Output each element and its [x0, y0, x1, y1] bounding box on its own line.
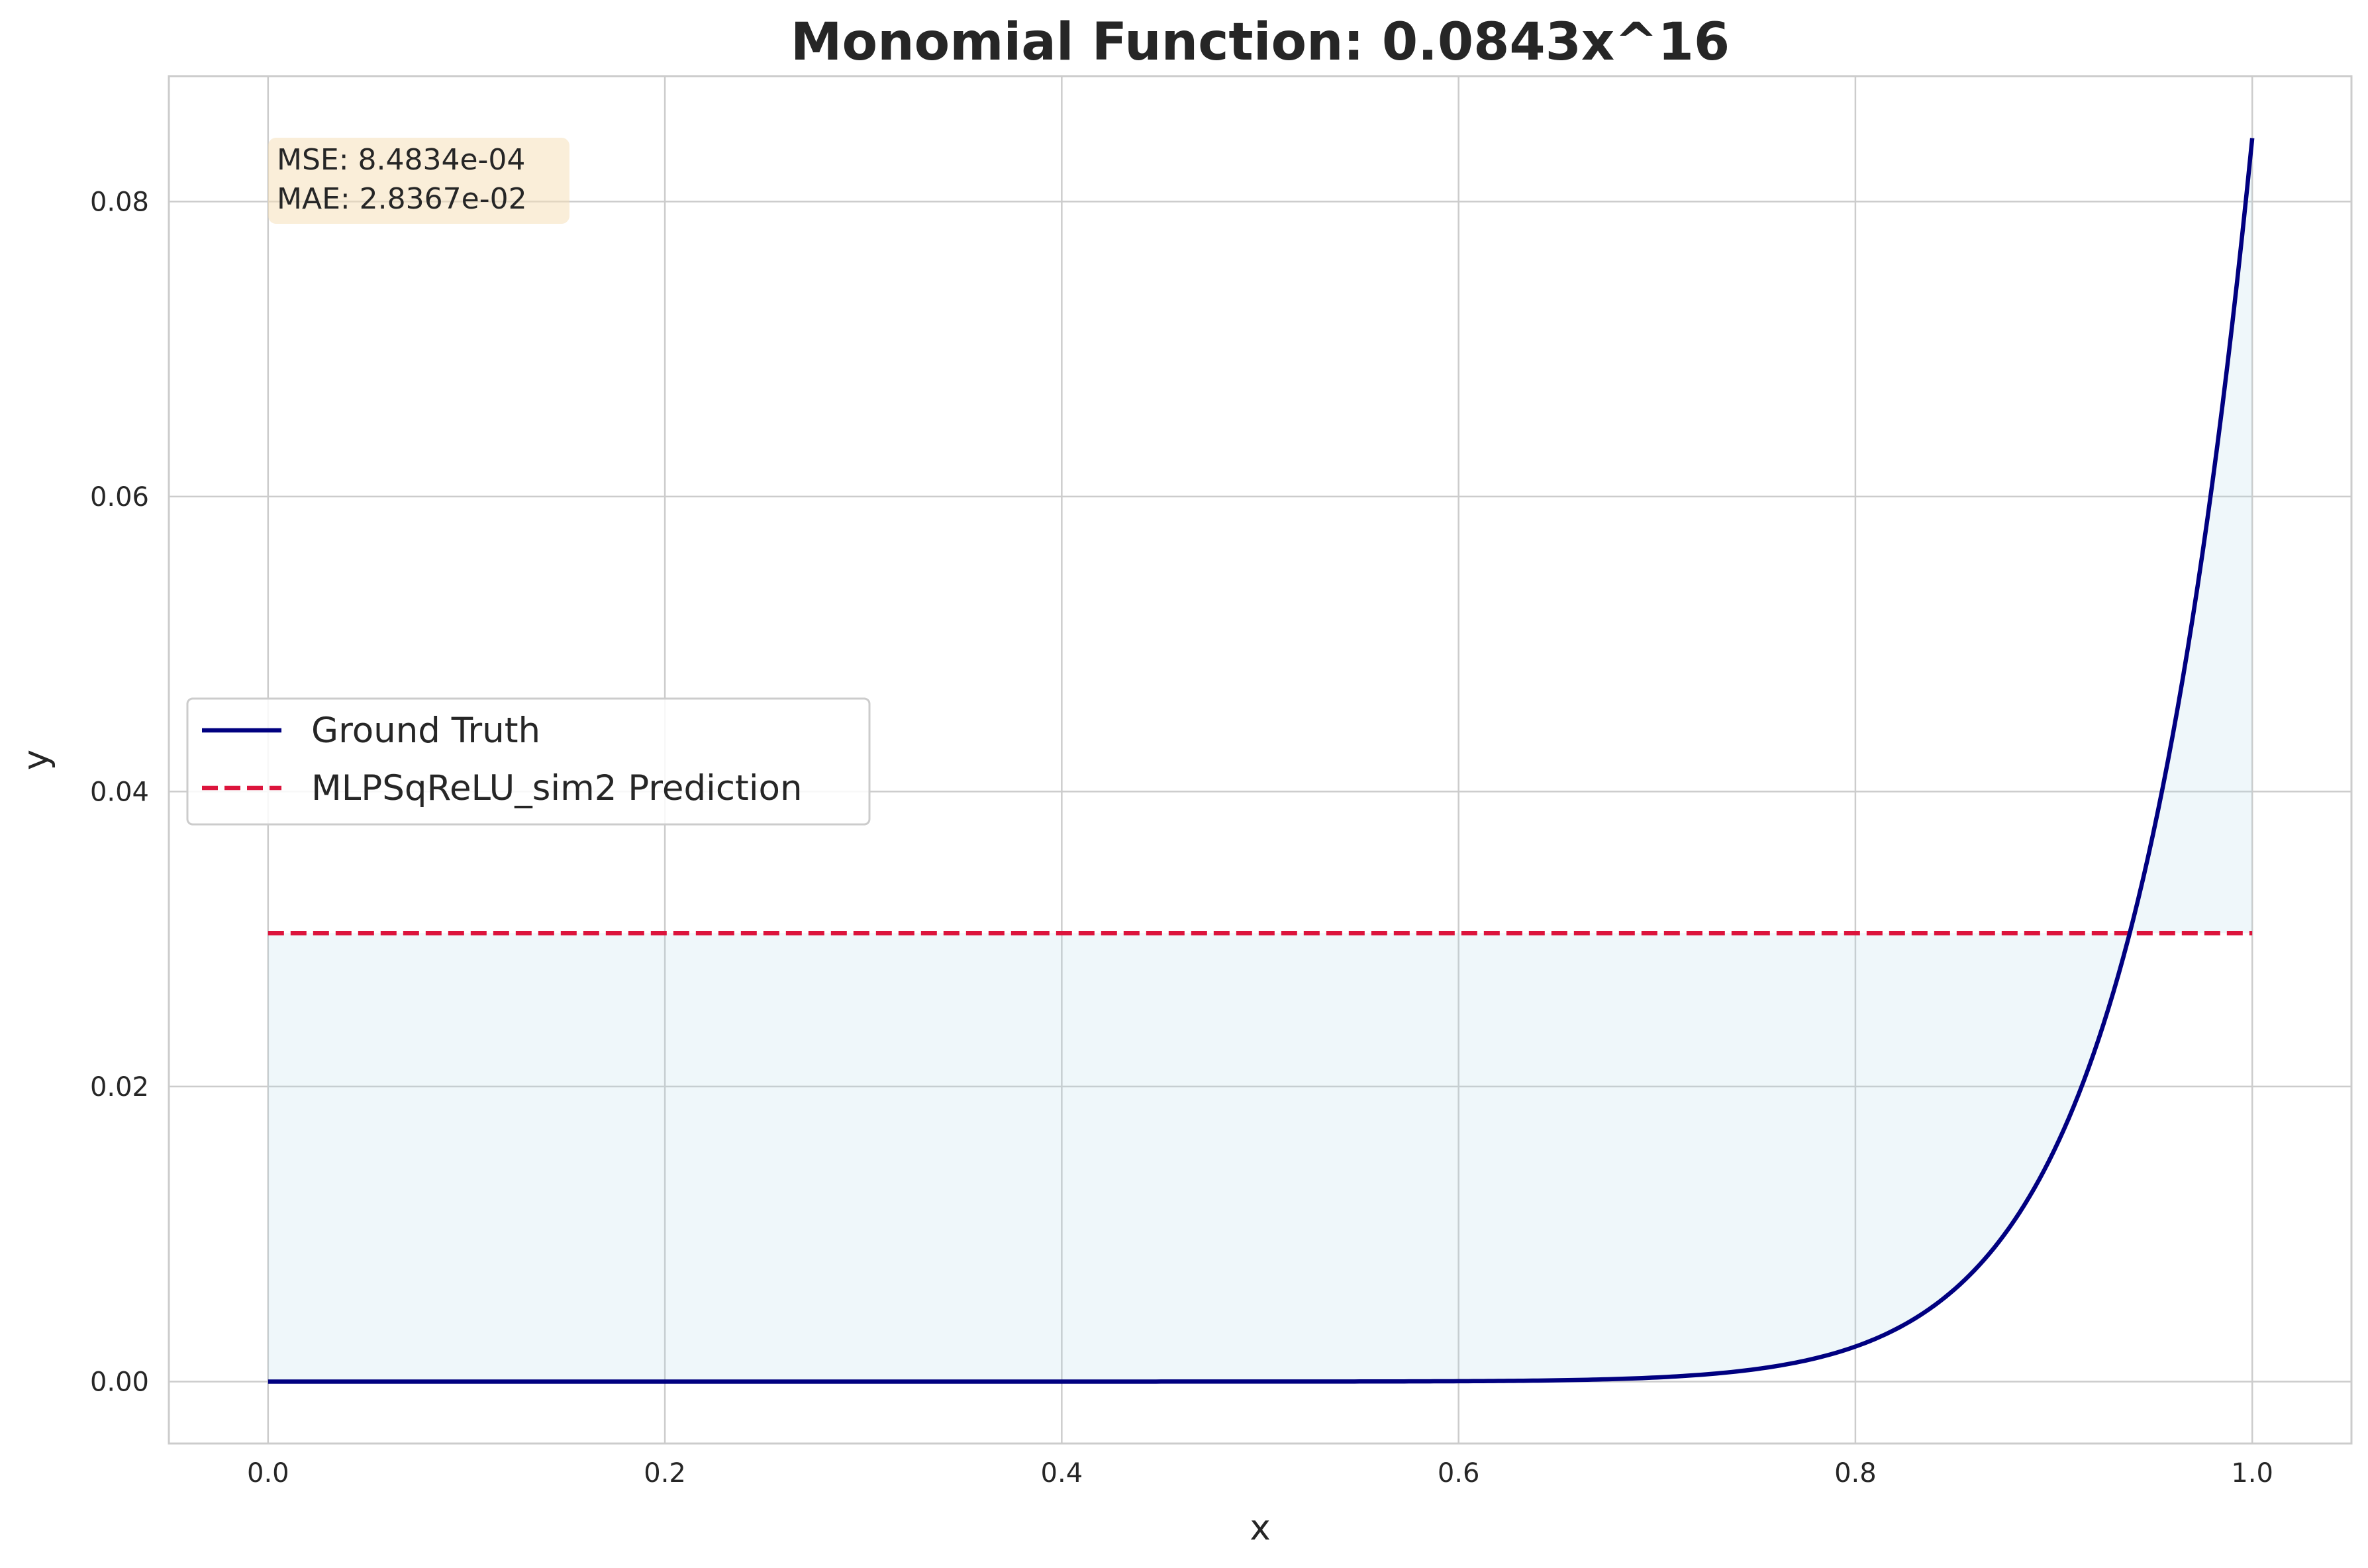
- x-tick-label: 0.2: [644, 1458, 686, 1489]
- y-axis-label: y: [16, 750, 56, 770]
- x-axis-label: x: [1250, 1508, 1270, 1548]
- metrics-mae: MAE: 2.8367e-02: [277, 182, 527, 216]
- chart-title: Monomial Function: 0.0843x^16: [791, 13, 1730, 72]
- fill-between: [268, 138, 2253, 1382]
- x-tick-label: 0.6: [1438, 1458, 1480, 1489]
- y-tick-labels: 0.00 0.02 0.04 0.06 0.08: [90, 187, 149, 1397]
- legend: Ground Truth MLPSqReLU_sim2 Prediction: [186, 697, 871, 826]
- legend-label-ground-truth: Ground Truth: [311, 710, 540, 751]
- x-tick-label: 0.0: [247, 1458, 289, 1489]
- y-tick-label: 0.04: [90, 777, 149, 807]
- x-tick-label: 0.4: [1041, 1458, 1083, 1489]
- metrics-box: MSE: 8.4834e-04 MAE: 2.8367e-02: [268, 138, 569, 224]
- y-tick-label: 0.02: [90, 1072, 149, 1102]
- fill-between-area: [268, 138, 2253, 1382]
- plot-frame: [168, 75, 2353, 1445]
- metrics-background: [268, 138, 569, 224]
- y-tick-label: 0.08: [90, 187, 149, 217]
- y-tick-label: 0.06: [90, 482, 149, 513]
- legend-frame: [186, 697, 871, 826]
- metrics-mse: MSE: 8.4834e-04: [277, 143, 525, 177]
- x-tick-label: 1.0: [2231, 1458, 2273, 1489]
- series: [268, 138, 2255, 1384]
- y-tick-label: 0.00: [90, 1367, 149, 1397]
- legend-label-prediction: MLPSqReLU_sim2 Prediction: [311, 768, 803, 808]
- series-line-ground-truth: [268, 138, 2255, 1384]
- x-tick-labels: 0.0 0.2 0.4 0.6 0.8 1.0: [247, 1458, 2273, 1489]
- x-tick-label: 0.8: [1834, 1458, 1877, 1489]
